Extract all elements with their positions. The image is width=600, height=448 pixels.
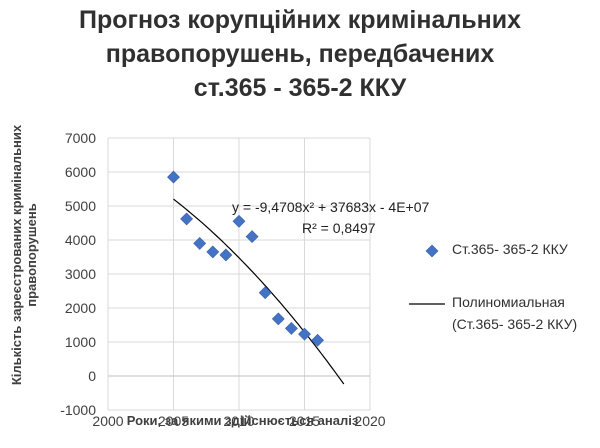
data-point [258, 286, 272, 300]
data-points [167, 170, 325, 347]
chart-title-line-3: ст.365 - 365-2 ККУ [193, 74, 407, 102]
trendline-equation: y = -9,4708x² + 37683x - 4E+07 [232, 199, 430, 215]
data-point [284, 321, 298, 335]
chart-title-line-1: Прогноз корупційних кримінальних [79, 6, 521, 34]
legend-entry-series: Ст.365- 365-2 ККУ [452, 241, 568, 257]
y-axis-title: Кількість зареєстрованих кримінальних пр… [9, 124, 39, 386]
y-tick-label: 1000 [65, 334, 96, 350]
y-tick-label: 6000 [65, 164, 96, 180]
gridlines [107, 137, 371, 411]
x-tick-label: 2010 [223, 413, 254, 429]
y-tick-label: 7000 [65, 130, 96, 146]
y-tick-label: 4000 [65, 232, 96, 248]
data-point [193, 236, 207, 250]
y-tick-label: 5000 [65, 198, 96, 214]
y-axis-title-box: Кількість зареєстрованих кримінальних пр… [6, 110, 42, 400]
data-point [298, 327, 311, 341]
axes [107, 138, 370, 410]
y-tick-label: 2000 [65, 300, 96, 316]
legend-markers [409, 244, 445, 305]
data-point [245, 230, 259, 244]
data-point [219, 248, 233, 262]
legend-entry-trendline: Полиномиальная [452, 294, 565, 310]
x-tick-label: 2005 [158, 413, 189, 429]
tick-labels: 2000 2005 2010 2015 2020 -1000 0 1000 2000 3000 40… [60, 130, 386, 429]
data-point [311, 333, 325, 347]
data-point [180, 212, 194, 226]
y-tick-label: 3000 [65, 266, 96, 282]
trendline-curve [173, 198, 345, 385]
x-axis-title: Роки, за якими здійснюється аналіз [126, 413, 359, 428]
data-point [167, 170, 180, 184]
trendline-r-squared: R² = 0,8497 [302, 220, 376, 236]
data-point [232, 214, 246, 228]
data-point [271, 312, 285, 326]
data-point [206, 245, 220, 259]
y-tick-label: 0 [88, 368, 96, 384]
legend-entry-trendline-line2: (Ст.365- 365-2 ККУ) [452, 316, 578, 332]
trendline [173, 198, 345, 385]
x-tick-label: 2020 [354, 413, 385, 429]
chart-title-line-2: правопорушень, передбачених [105, 40, 495, 68]
x-tick-label: 2000 [92, 413, 123, 429]
y-tick-label: -1000 [60, 402, 96, 418]
x-tick-label: 2015 [289, 413, 320, 429]
legend-series-marker [425, 244, 439, 258]
